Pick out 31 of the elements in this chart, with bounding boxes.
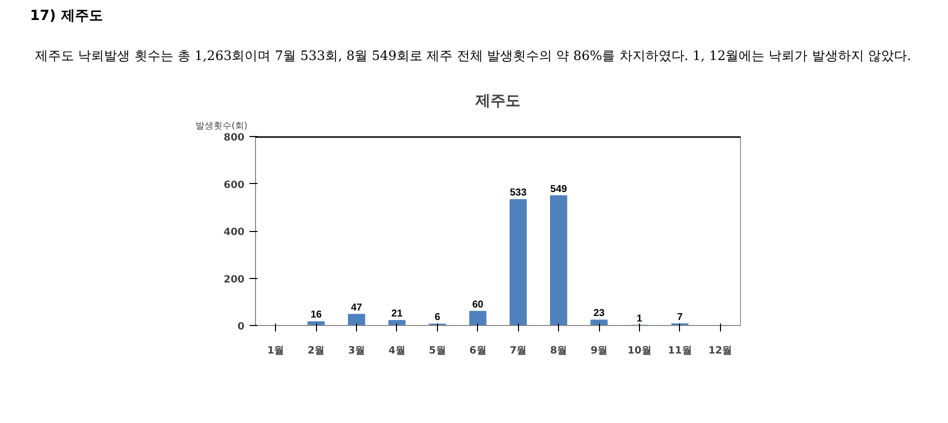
data-label: 533 <box>510 188 527 199</box>
data-label: 60 <box>472 299 484 310</box>
data-label: 1 <box>636 313 643 324</box>
data-label: 47 <box>350 302 363 314</box>
chart-title: 제주도 <box>474 92 520 110</box>
x-tick-label: 11월 <box>668 346 692 356</box>
y-tick-label: 600 <box>224 180 245 191</box>
x-tick-label: 8월 <box>550 346 568 356</box>
y-tick-label: 200 <box>224 274 245 286</box>
y-tick-label: 800 <box>224 132 245 144</box>
x-tick-label: 5월 <box>428 346 446 356</box>
data-label: 23 <box>593 308 606 320</box>
x-tick-label: 3월 <box>348 346 366 356</box>
x-tick-label: 12월 <box>708 346 732 356</box>
data-label: 549 <box>550 184 568 195</box>
x-tick-label: 6월 <box>469 346 486 356</box>
text: 제주도 낙뢰발생 횟수는 총 1,263회이며 7월 533회, 8월 549회로 제주 전체 발생횟수의 약 86%를 차지하였다. 1, 12월에는 낙뢰가 발생하지 않았다. <box>35 48 912 66</box>
y-tick-label: 0 <box>238 322 245 332</box>
x-tick-label: 2월 <box>308 346 325 356</box>
text: 17) 제주도 <box>30 7 103 26</box>
x-tick-label: 10월 <box>628 346 652 356</box>
x-tick-label: 7월 <box>510 346 527 356</box>
x-tick-label: 4월 <box>388 346 406 356</box>
data-label: 21 <box>391 308 403 320</box>
y-tick-label: 400 <box>224 227 245 238</box>
x-tick-label: 9월 <box>590 346 608 356</box>
data-label: 6 <box>434 312 441 324</box>
y-axis-title: 발생횟수(회) <box>196 122 248 132</box>
x-tick-label: 1월 <box>267 346 284 356</box>
data-label: 7 <box>677 312 684 323</box>
data-label: 16 <box>310 310 322 321</box>
